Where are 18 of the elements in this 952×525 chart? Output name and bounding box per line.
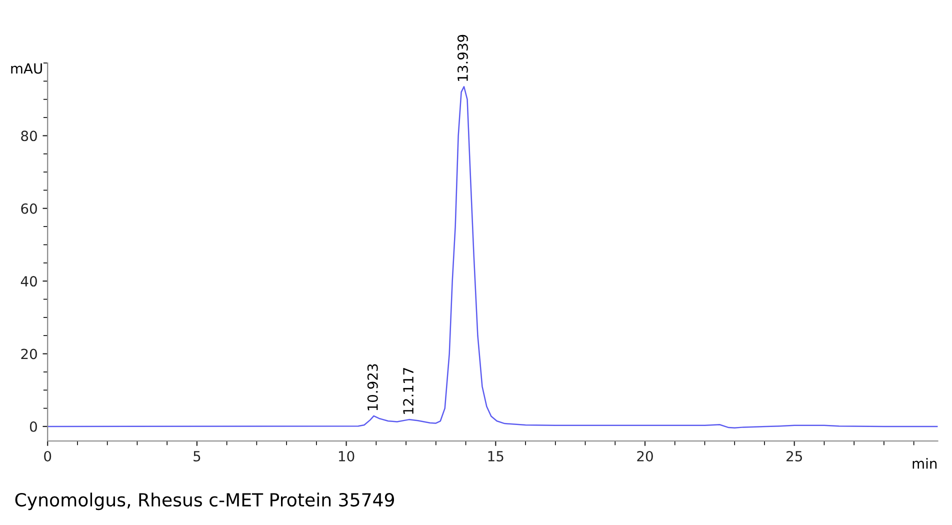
annotation: 10.923 [367, 364, 378, 410]
x-tick-label: 5 [194, 451, 200, 462]
x-tick-label: 10 [338, 450, 354, 462]
x-axis-title: min [912, 458, 937, 469]
line-series [48, 86, 938, 429]
y-tick-label: 80 [21, 130, 37, 142]
x-tick-label: 20 [637, 450, 653, 462]
y-axis-title: mAU [11, 63, 42, 74]
y-tick-label: 20 [21, 348, 37, 360]
x-tick-label: 15 [488, 451, 504, 462]
annotation: 12.117 [403, 368, 414, 414]
text: Cynomolgus, Rhesus c-MET Protein 35749 [15, 492, 394, 510]
annotation: 13.939 [457, 34, 468, 81]
y-tick-label: 40 [20, 276, 37, 287]
y-tick-label: 0 [30, 421, 37, 432]
x-tick-label: 25 [786, 450, 802, 462]
x-tick-label: 0 [44, 450, 52, 462]
y-tick-label: 60 [21, 203, 37, 214]
